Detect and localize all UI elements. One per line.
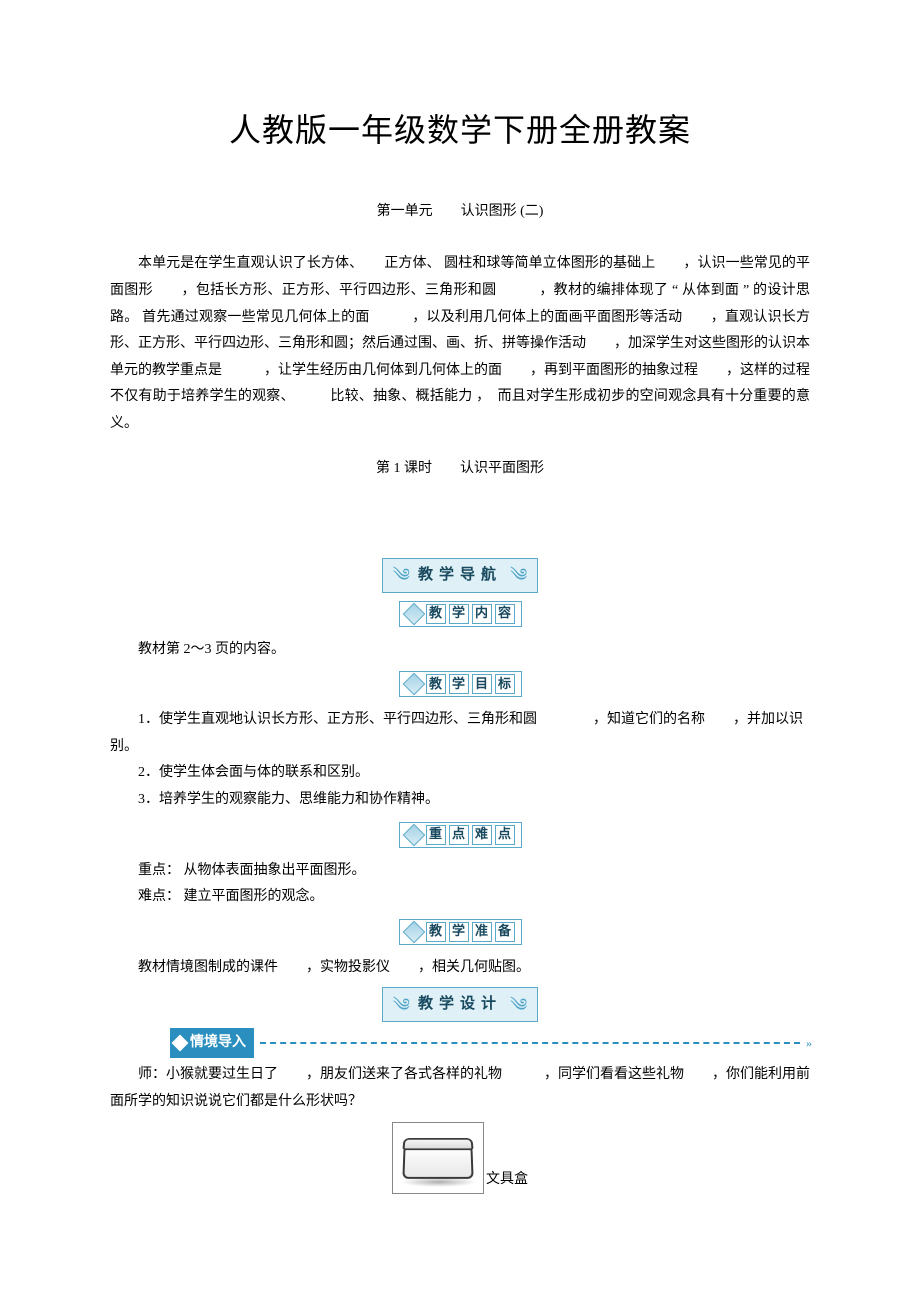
- pencil-case-image: [392, 1122, 484, 1194]
- box-char: 备: [495, 922, 515, 942]
- box-char: 学: [449, 922, 469, 942]
- box-char: 学: [449, 604, 469, 624]
- diamond-icon: [402, 602, 425, 625]
- keypoint-zd: 重点： 从物体表面抽象出平面图形。: [110, 858, 810, 885]
- object-label: 文具盒: [486, 1167, 528, 1194]
- box-char: 教: [426, 922, 446, 942]
- content-text: 教材第 2～3 页的内容。: [110, 637, 810, 664]
- lesson-label: 第 1 课时 认识平面图形: [110, 456, 810, 483]
- box-char: 内: [472, 604, 492, 624]
- situation-badge: 情境导入: [170, 1028, 254, 1059]
- diamond-icon: [402, 673, 425, 696]
- box-char: 点: [449, 825, 469, 845]
- unit-subtitle: 第一单元 认识图形 (二): [110, 199, 810, 226]
- arrow-icon: »: [806, 1032, 810, 1055]
- diamond-icon: [402, 823, 425, 846]
- goal-box: 教 学 目 标: [110, 671, 810, 697]
- nav-banner: ༄ 教学导航 ༄: [110, 558, 810, 593]
- box-char: 标: [495, 674, 515, 694]
- situation-badge-text: 情境导入: [190, 1030, 246, 1057]
- box-char: 容: [495, 604, 515, 624]
- object-row: 文具盒: [110, 1122, 810, 1194]
- document-title: 人教版一年级数学下册全册教案: [110, 100, 810, 161]
- content-box: 教 学 内 容: [110, 601, 810, 627]
- keypoints-box: 重 点 难 点: [110, 822, 810, 848]
- box-char: 教: [426, 604, 446, 624]
- dashed-line: [260, 1042, 800, 1044]
- box-char: 教: [426, 674, 446, 694]
- swirl-right-icon: ༄: [510, 566, 527, 584]
- diamond-icon: [402, 920, 425, 943]
- goal-2: 2．使学生体会面与体的联系和区别。: [110, 760, 810, 787]
- keypoint-nd: 难点： 建立平面图形的观念。: [110, 884, 810, 911]
- box-char: 目: [472, 674, 492, 694]
- badge-diamond-icon: [172, 1035, 189, 1052]
- teacher-dialog: 师：小猴就要过生日了 ，朋友们送来了各式各样的礼物 ，同学们看看这些礼物 ，你们…: [110, 1062, 810, 1115]
- intro-paragraph: 本单元是在学生直观认识了长方体、 正方体、 圆柱和球等简单立体图形的基础上 ，认…: [110, 251, 810, 437]
- prep-text: 教材情境图制成的课件 ，实物投影仪 ，相关几何贴图。: [110, 955, 810, 982]
- box-char: 重: [426, 825, 446, 845]
- swirl-left-icon: ༄: [393, 996, 410, 1014]
- box-char: 学: [449, 674, 469, 694]
- nav-banner-text: 教学导航: [418, 561, 502, 590]
- box-char: 点: [495, 825, 515, 845]
- goal-1: 1．使学生直观地认识长方形、正方形、平行四边形、三角形和圆 ，知道它们的名称 ，…: [110, 707, 810, 760]
- goal-3: 3．培养学生的观察能力、思维能力和协作精神。: [110, 787, 810, 814]
- swirl-right-icon: ༄: [510, 996, 527, 1014]
- box-char: 难: [472, 825, 492, 845]
- design-banner-text: 教学设计: [418, 990, 502, 1019]
- prep-box: 教 学 准 备: [110, 919, 810, 945]
- swirl-left-icon: ༄: [393, 566, 410, 584]
- box-char: 准: [472, 922, 492, 942]
- design-banner: ༄ 教学设计 ༄: [110, 987, 810, 1022]
- situation-row: 情境导入 »: [170, 1028, 810, 1059]
